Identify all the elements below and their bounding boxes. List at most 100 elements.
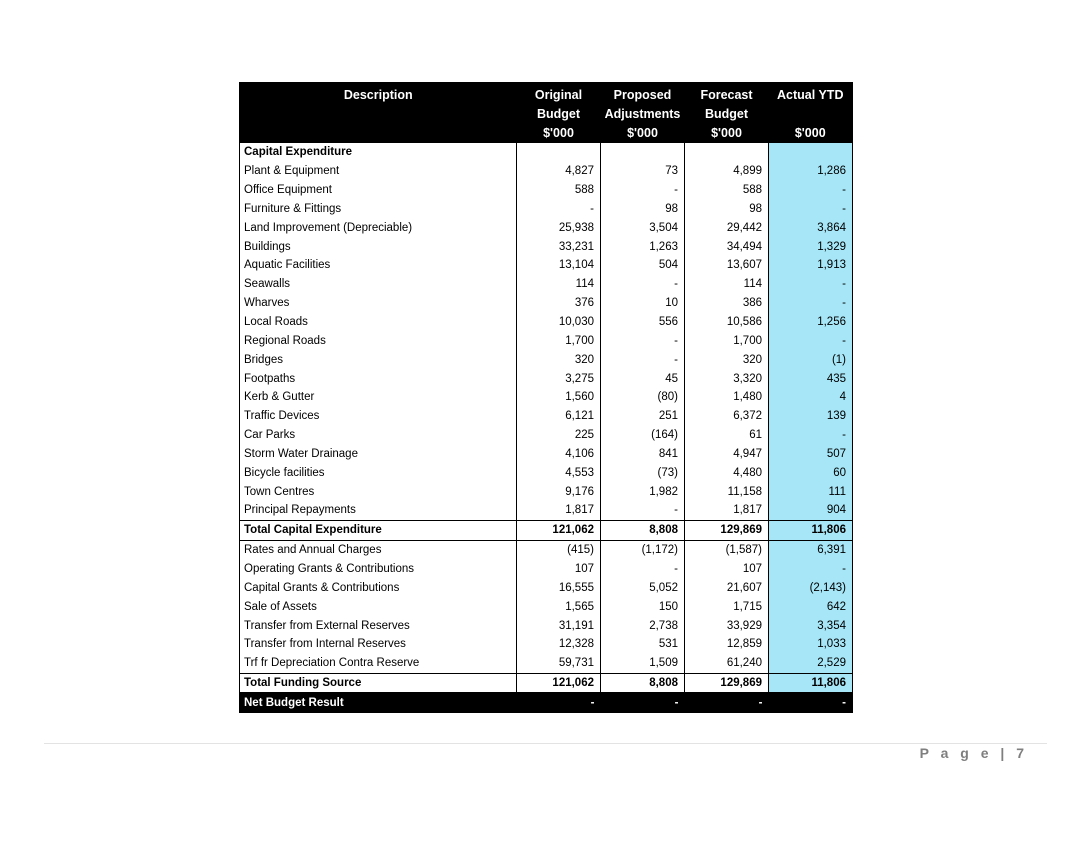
cell-proposed: - (600, 274, 685, 294)
section-row: Capital Expenditure (240, 143, 853, 162)
empty-cell (516, 143, 601, 162)
header-proposed-adjustments: Proposed Adjustments $'000 (600, 82, 685, 143)
total-expenditure-row: Total Capital Expenditure 121,062 8,808 129… (239, 519, 853, 541)
header-actual-ytd: Actual YTD $'000 (768, 82, 853, 143)
cell-forecast: 11,158 (684, 482, 769, 502)
cell-original: 13,104 (516, 256, 601, 275)
table-row: Footpaths 3,275 45 3,320 435 (240, 369, 853, 388)
capital-budget-table: Description Original Budget $'000 Propos… (239, 82, 853, 714)
table-row: Capital Grants & Contributions 16,555 5,05… (240, 578, 853, 598)
cell-actual: 4 (768, 387, 853, 407)
table-row: Transfer from External Reserves 31,191 2,7… (240, 616, 853, 635)
cell-forecast: 33,929 (684, 616, 769, 635)
cell-actual: - (768, 199, 853, 219)
cell-original: 1,817 (516, 501, 601, 521)
table-header: Description Original Budget $'000 Propos… (239, 82, 853, 143)
table-row: Rates and Annual Charges (415) (1,172) (1,5… (240, 540, 853, 560)
cell-proposed: 1,263 (600, 237, 685, 257)
cell-proposed: - (600, 559, 685, 579)
cell-actual: 3,354 (768, 616, 853, 635)
cell-actual: 1,329 (768, 237, 853, 257)
cell-proposed: - (600, 692, 685, 713)
cell-forecast: 588 (684, 180, 769, 200)
page-footer: P a g e | 7 (920, 745, 1028, 761)
table-row: Principal Repayments 1,817-1,817 904 (240, 501, 853, 521)
cell-proposed: - (600, 501, 685, 521)
cell-actual: 507 (768, 444, 853, 464)
cell-original: 1,700 (516, 331, 601, 351)
cell-actual: (2,143) (768, 578, 853, 598)
table-row: Local Roads 10,030 556 10,586 1,256 (240, 312, 853, 332)
table-row: Operating Grants & Contributions 107-107- (240, 559, 853, 579)
table-row: Plant & Equipment 4,827 73 4,899 1,286 (240, 161, 853, 181)
header-line: $'000 (627, 126, 658, 140)
page-separator: | (1000, 745, 1009, 761)
cell-proposed: 556 (600, 312, 685, 332)
footer-divider (44, 743, 1047, 744)
cell-proposed: 150 (600, 597, 685, 617)
total-funding-row: Total Funding Source 121,062 8,808 129,869 1… (239, 672, 853, 694)
cell-forecast: 12,859 (684, 634, 769, 654)
cell-original: - (516, 199, 601, 219)
row-description: Furniture & Fittings (244, 202, 342, 215)
header-line: Budget (536, 107, 581, 121)
cell-proposed: 1,982 (600, 482, 685, 502)
table-row: Bicycle facilities 4,553 (73) 4,480 60 (240, 463, 853, 483)
net-budget-result-row: Net Budget Result - - - - (239, 692, 853, 713)
row-description: Buildings (244, 240, 291, 253)
row-description: Aquatic Facilities (244, 259, 331, 272)
row-description: Traffic Devices (244, 410, 320, 423)
table-row: Storm Water Drainage 4,106 841 4,947 507 (240, 444, 853, 464)
header-line: $'000 (543, 126, 574, 140)
table-row: Car Parks 225 (164) 61- (240, 425, 853, 445)
cell-actual: 111 (768, 482, 853, 502)
cell-forecast: 386 (684, 293, 769, 313)
cell-forecast: 13,607 (684, 256, 769, 275)
cell-original: 16,555 (516, 578, 601, 598)
page-number: 7 (1016, 745, 1028, 761)
cell-proposed: 2,738 (600, 616, 685, 635)
row-description: Plant & Equipment (244, 165, 340, 178)
table-row: Kerb & Gutter 1,560 (80) 1,480 4 (240, 387, 853, 407)
cell-proposed: (164) (600, 425, 685, 445)
row-description: Local Roads (244, 316, 308, 329)
row-description: Bicycle facilities (244, 466, 325, 479)
cell-original: 3,275 (516, 369, 601, 388)
cell-forecast: 21,607 (684, 578, 769, 598)
cell-forecast: 129,869 (684, 519, 769, 541)
cell-forecast: 6,372 (684, 406, 769, 426)
cell-actual: 3,864 (768, 218, 853, 238)
table-row: Sale of Assets 1,565 150 1,715 642 (240, 597, 853, 617)
cell-proposed: 841 (600, 444, 685, 464)
cell-proposed: 8,808 (600, 519, 685, 541)
row-description: Footpaths (244, 372, 296, 385)
table-row: Wharves 376 10 386- (240, 293, 853, 313)
header-line: Proposed (613, 88, 672, 102)
cell-original: 4,553 (516, 463, 601, 483)
cell-proposed: - (600, 331, 685, 351)
cell-proposed: (1,172) (600, 540, 685, 560)
cell-forecast: 1,700 (684, 331, 769, 351)
cell-original: 114 (516, 274, 601, 294)
cell-forecast: (1,587) (684, 540, 769, 560)
cell-actual: 904 (768, 501, 853, 521)
empty-cell (600, 143, 685, 162)
header-line: Adjustments (604, 107, 681, 121)
table-row: Bridges 320-320 (1) (240, 350, 853, 370)
cell-proposed: 531 (600, 634, 685, 654)
cell-original: (415) (516, 540, 601, 560)
cell-original: 588 (516, 180, 601, 200)
cell-original: 107 (516, 559, 601, 579)
empty-cell (684, 143, 769, 162)
header-line: Forecast (700, 88, 753, 102)
cell-forecast: 61,240 (684, 653, 769, 674)
cell-proposed: - (600, 350, 685, 370)
table-row: Land Improvement (Depreciable) 25,938 3,50… (240, 218, 853, 238)
cell-original: 1,565 (516, 597, 601, 617)
cell-proposed: - (600, 180, 685, 200)
row-description: Town Centres (244, 485, 315, 498)
cell-proposed: 10 (600, 293, 685, 313)
cell-original: 31,191 (516, 616, 601, 635)
cell-actual: 435 (768, 369, 853, 388)
cell-actual: (1) (768, 350, 853, 370)
